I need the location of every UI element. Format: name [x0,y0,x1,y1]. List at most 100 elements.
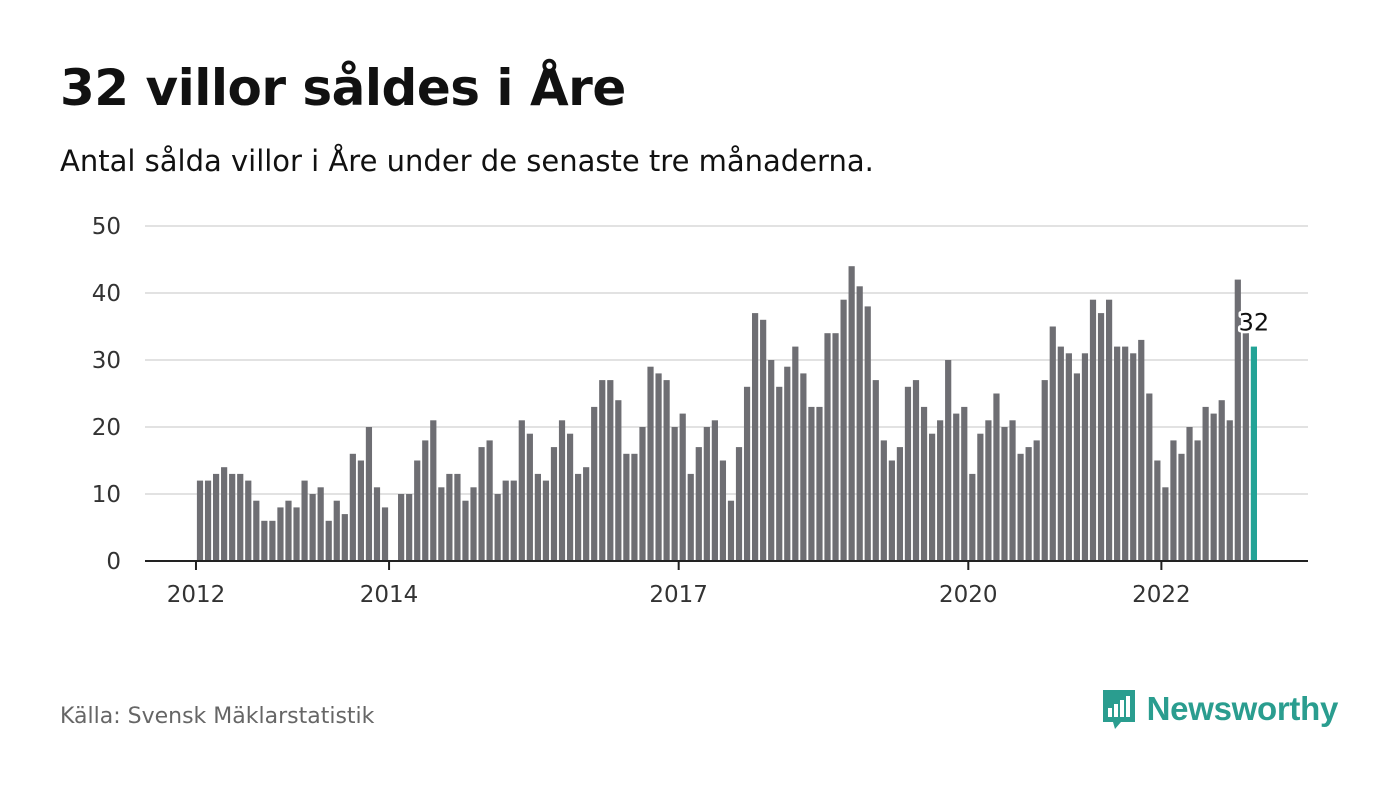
bar [1178,453,1185,561]
bar [945,360,952,561]
bar [937,420,944,561]
bar [856,286,863,561]
bar [639,427,646,561]
bar [229,473,236,561]
bar [896,447,904,561]
bar [253,500,260,561]
bar [1226,420,1233,561]
bar [808,406,815,561]
y-axis-labels: 0 10 20 30 40 50 [92,214,121,575]
bar [1001,427,1008,561]
bar [1138,339,1145,561]
bar [599,380,606,561]
bar [301,480,308,561]
bars [196,266,1257,561]
bar [711,420,718,561]
bar [486,440,493,561]
bar [277,507,284,561]
bar [237,473,244,561]
bar [406,494,413,561]
bar [735,447,743,561]
bar [1057,346,1064,561]
bar [365,427,373,561]
bar [494,494,501,561]
bar [993,393,1000,561]
bar [534,473,541,561]
bar [583,467,590,561]
bar [912,380,920,561]
bar [341,514,348,561]
bar [317,487,324,561]
bar [196,480,204,561]
bar [381,507,389,561]
x-tick-label: 2017 [649,582,708,608]
bar [832,333,839,561]
bar [1194,440,1201,561]
bar [752,313,759,561]
bar [446,473,453,561]
bar [1114,346,1121,561]
bar [1097,313,1105,561]
bar [679,413,686,561]
bar [760,319,767,561]
bar [526,433,533,561]
bar [293,507,300,561]
bar [212,473,220,561]
x-tick-label: 2022 [1132,582,1191,608]
bar [221,467,228,561]
y-tick-label: 10 [92,482,121,508]
bar [663,380,670,561]
bar [671,427,678,561]
bar [1154,460,1161,561]
x-tick-label: 2020 [939,582,998,608]
x-tick-label: 2012 [167,582,226,608]
bar [510,480,517,561]
bar [309,494,316,561]
bar-highlight [1250,346,1257,561]
bar [776,386,783,561]
bar [1033,440,1040,561]
bar [969,473,976,561]
bar [204,480,212,561]
bar [1186,427,1193,561]
y-tick-label: 0 [106,549,121,575]
bar [768,360,775,561]
bar [462,500,469,561]
bar [792,346,799,561]
value-label: 32 [1239,309,1270,337]
bar [1081,353,1089,561]
y-tick-label: 40 [92,281,121,307]
bar [985,420,992,561]
bar [1041,380,1048,561]
bar [864,306,871,561]
bar [784,366,791,561]
bar [743,386,751,561]
bar [615,400,622,561]
bar [1009,420,1016,561]
bar [591,406,598,561]
bar [703,427,710,561]
bar [888,460,895,561]
bar [695,447,702,561]
source-note: Källa: Svensk Mäklarstatistik [60,704,375,729]
bar [502,480,509,561]
bar [438,487,445,561]
y-tick-label: 50 [92,214,121,240]
bar [422,440,429,561]
bar [687,473,694,561]
bar [977,433,984,561]
bar [1130,353,1137,561]
chart-title: 32 villor såldes i Åre [60,59,626,117]
bar [607,380,614,561]
bar [558,420,566,561]
brand-logo: Newsworthy [1101,688,1338,730]
bar [1170,440,1177,561]
bar [518,420,525,561]
bar [333,500,340,561]
bar [1025,447,1032,561]
bar [920,406,928,561]
x-axis-ticks: 2012 2014 2017 2020 2022 [167,561,1191,608]
bar [816,406,823,561]
bar [623,453,630,561]
